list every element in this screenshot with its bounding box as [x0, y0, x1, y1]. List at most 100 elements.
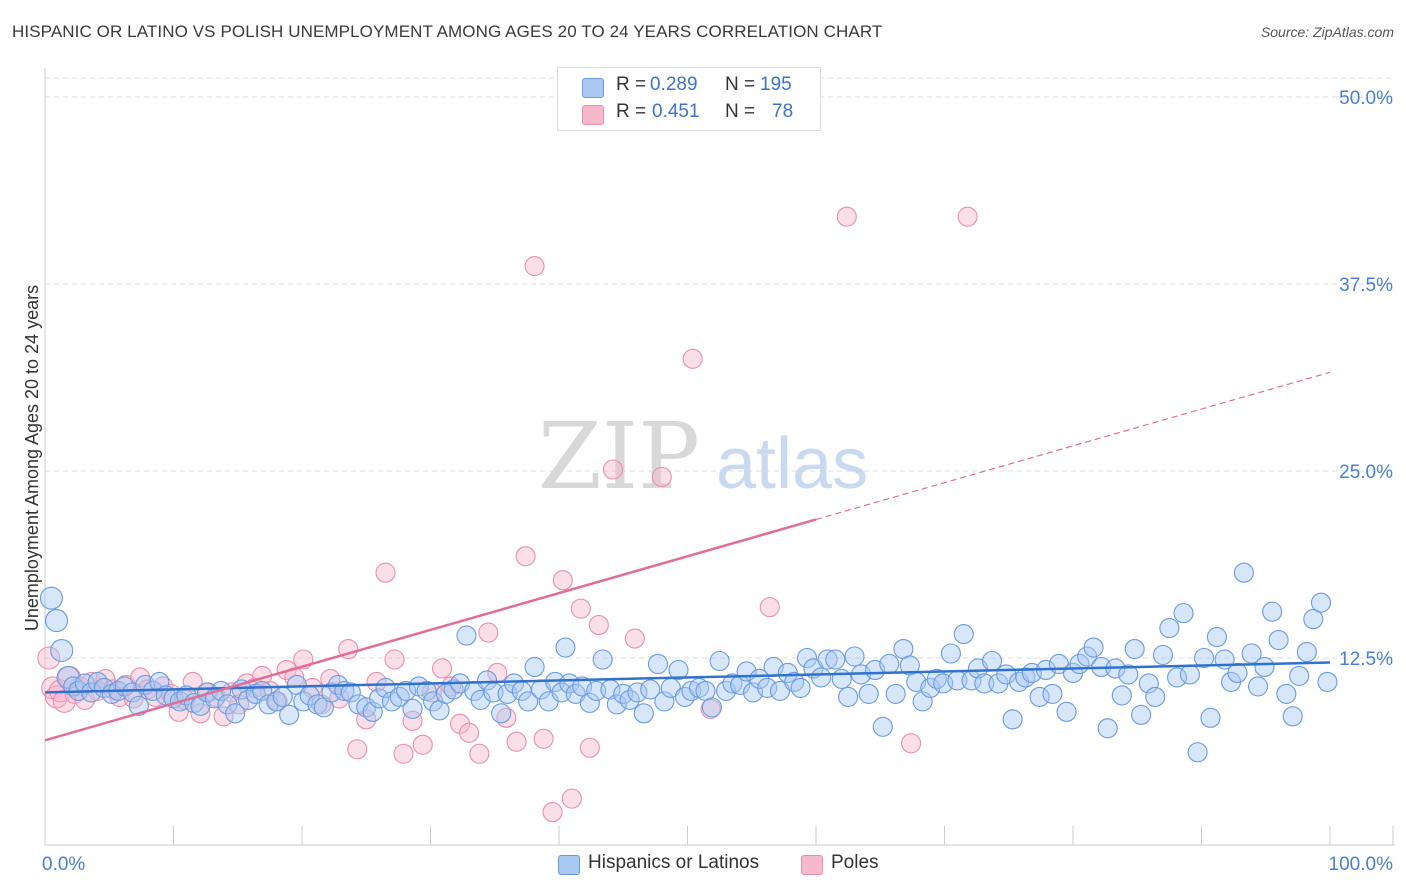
hispanic-point [443, 679, 464, 700]
pole-point [402, 710, 423, 731]
series-poles [37, 206, 978, 823]
legend-swatch-pink [801, 855, 823, 875]
hispanic-point [39, 586, 63, 610]
hispanic-point [1152, 644, 1173, 666]
hispanic-point [559, 673, 580, 694]
pole-point [190, 703, 211, 724]
hispanic-point [149, 671, 170, 692]
pole-point [375, 562, 396, 583]
hispanic-point [416, 680, 437, 701]
y-tick-label: 12.5% [1339, 649, 1393, 670]
hispanic-point [1111, 685, 1132, 706]
legend-label-hispanics: Hispanics or Latinos [588, 852, 760, 873]
pole-point [759, 597, 780, 618]
hispanic-point [1254, 656, 1275, 678]
hispanic-point [1167, 667, 1188, 688]
hispanic-point [858, 683, 879, 704]
hispanic-point [879, 653, 900, 675]
hispanic-point [1233, 562, 1254, 583]
pole-point [37, 646, 61, 670]
hispanic-point [279, 704, 300, 725]
hispanic-point [1002, 709, 1023, 730]
watermark: ZIP atlas [538, 403, 868, 510]
hispanic-point [1083, 637, 1104, 658]
hispanic-point [981, 650, 1003, 672]
hispanic-point [470, 689, 491, 710]
hispanic-point [722, 673, 743, 694]
hispanic-point [45, 609, 69, 633]
pole-point [458, 722, 480, 743]
hispanic-point [518, 691, 539, 712]
hispanic-point [790, 677, 811, 698]
hispanic-point [1187, 742, 1208, 763]
hispanic-point [1029, 686, 1050, 707]
y-tick-label: 50.0% [1339, 88, 1393, 109]
hispanic-point [524, 656, 545, 678]
pole-point [478, 622, 499, 643]
trend-lines [44, 371, 1331, 742]
x-tick-label-max: 100.0% [1329, 854, 1394, 875]
pole-point [506, 731, 527, 752]
y-tick-label: 25.0% [1339, 462, 1393, 483]
hispanic-point [1042, 683, 1063, 704]
hispanic-point [456, 625, 477, 646]
legend-swatch-pink [582, 105, 604, 125]
hispanic-point [1131, 704, 1152, 725]
pole-point [515, 546, 536, 567]
hispanic-point [369, 688, 390, 709]
hispanic-point [1118, 664, 1139, 685]
hispanic-point [606, 694, 627, 715]
hispanic-point [340, 682, 361, 703]
hispanic-point [396, 680, 417, 701]
pole-point [347, 739, 368, 760]
hispanic-point [579, 692, 600, 713]
hispanic-point [681, 680, 702, 701]
trend-line-hispanics [44, 661, 1331, 694]
hispanic-point [1289, 665, 1310, 687]
legend-n-value: 78 [772, 101, 794, 122]
pole-point [570, 598, 591, 619]
hispanic-point [974, 673, 995, 694]
pole-point [533, 728, 554, 749]
hispanic-point [1173, 603, 1194, 624]
legend-r-label: R = [616, 74, 652, 95]
hispanic-point [50, 638, 74, 663]
pole-point [552, 570, 573, 591]
hispanic-point [709, 650, 730, 672]
hispanic-point [128, 695, 149, 716]
legend-n-label: N = [725, 74, 761, 95]
legend-n-label: N = [725, 101, 761, 122]
legend-r-label: R = [616, 101, 652, 122]
hispanic-point [1303, 609, 1324, 630]
hispanic-point [825, 649, 846, 670]
hispanic-point [1200, 707, 1221, 728]
legend-r-value: 0.451 [652, 101, 700, 122]
tick-labels: 12.5% 25.0% 37.5% 50.0% 0.0% 100.0% Unemployme… [22, 88, 1393, 875]
chart-title: HISPANIC OR LATINO VS POLISH UNEMPLOYMEN… [12, 22, 883, 41]
x-tick-label-min: 0.0% [42, 854, 85, 875]
hispanic-point [491, 703, 512, 724]
stats-legend: R = 0.289 N = 195 R = 0.451 N = 78 [557, 67, 821, 131]
watermark-atlas: atlas [716, 424, 868, 504]
hispanic-point [1206, 627, 1227, 648]
hispanic-point [940, 643, 961, 664]
legend-n-value: 195 [760, 74, 792, 95]
hispanic-point [831, 668, 852, 689]
watermark-zip: ZIP [538, 403, 700, 510]
hispanic-point [1268, 629, 1289, 651]
hispanic-point [476, 670, 498, 691]
hispanic-point [1310, 592, 1332, 613]
pole-point [836, 206, 857, 227]
hispanic-point [838, 686, 859, 707]
hispanic-point [389, 686, 410, 707]
pole-point [182, 671, 203, 692]
hispanic-point [1194, 647, 1215, 669]
hispanic-point [640, 679, 661, 700]
y-tick-label: 37.5% [1339, 275, 1393, 296]
pole-point [682, 348, 703, 369]
hispanic-point [1145, 686, 1166, 707]
legend-swatch-blue [558, 855, 580, 875]
pole-point [901, 733, 922, 754]
pole-point [213, 706, 234, 727]
hispanic-point [654, 691, 675, 712]
